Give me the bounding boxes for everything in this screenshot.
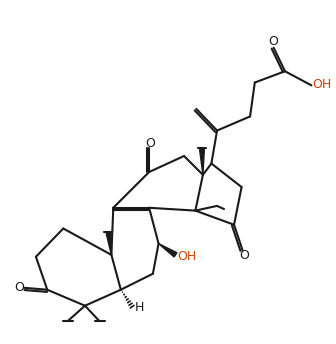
Polygon shape — [159, 244, 177, 257]
Text: H: H — [134, 301, 144, 314]
Text: OH: OH — [177, 250, 196, 263]
Text: O: O — [239, 249, 249, 262]
Polygon shape — [200, 149, 204, 175]
Text: O: O — [14, 281, 24, 294]
Text: O: O — [145, 137, 155, 150]
Text: O: O — [268, 35, 278, 49]
Polygon shape — [106, 233, 112, 255]
Text: OH: OH — [312, 78, 331, 91]
